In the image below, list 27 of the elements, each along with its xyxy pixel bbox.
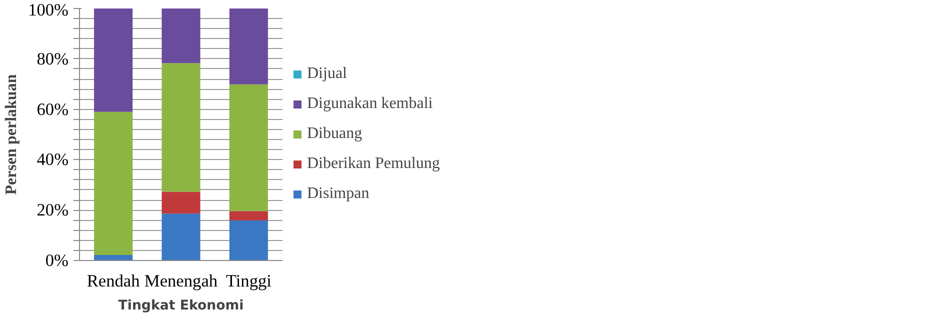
bar xyxy=(162,8,200,64)
bar xyxy=(94,8,133,112)
legend-label: Digunakan kembali xyxy=(307,95,433,113)
legend-label: Disimpan xyxy=(307,185,370,203)
x-tick-label: Menengah xyxy=(144,272,218,290)
x-axis-title: Tingkat Ekonomi xyxy=(118,298,244,314)
y-tick-label: 20% xyxy=(36,200,69,220)
bar xyxy=(162,192,200,214)
y-tick-label: 0% xyxy=(45,251,69,270)
bar xyxy=(94,112,133,255)
legend-label: Dibuang xyxy=(307,125,362,143)
bar xyxy=(229,84,268,212)
bar xyxy=(162,214,200,260)
y-axis-title: Persen perlakuan xyxy=(3,74,20,195)
x-tick-label: Rendah xyxy=(86,272,140,290)
bar xyxy=(229,220,268,260)
x-tick-label: Tinggi xyxy=(226,272,272,290)
bar xyxy=(229,8,268,84)
bar xyxy=(162,63,200,192)
legend-label: Diberikan Pemulung xyxy=(307,155,440,173)
legend-label: Dijual xyxy=(307,65,347,83)
bar xyxy=(229,211,268,220)
y-tick-label: 80% xyxy=(36,49,69,68)
bar xyxy=(94,254,133,260)
y-tick-label: 60% xyxy=(36,100,69,119)
y-tick-label: 40% xyxy=(36,150,69,170)
y-tick-label: 100% xyxy=(28,0,69,20)
